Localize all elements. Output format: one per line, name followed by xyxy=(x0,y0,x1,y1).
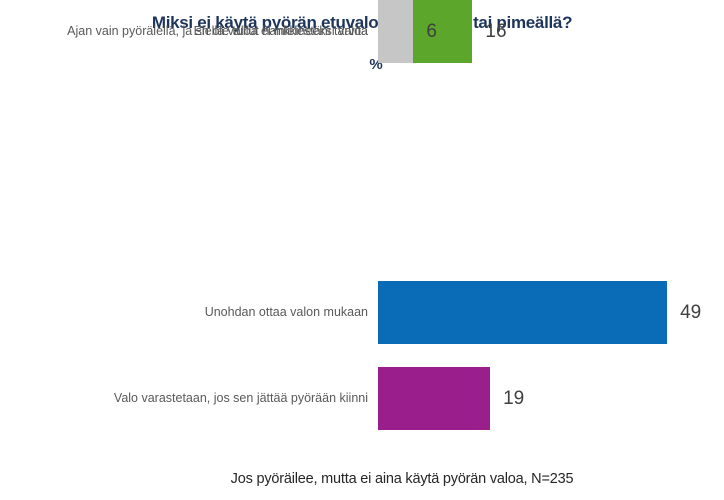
bar-value: 6 xyxy=(426,20,437,42)
bar-row: Unohdan ottaa valon mukaan 49 xyxy=(0,281,724,344)
bar-row: Valo varastetaan, jos sen jättää pyörään… xyxy=(0,367,724,430)
bar-value: 19 xyxy=(503,387,525,409)
bar-value: 49 xyxy=(680,301,702,323)
bar xyxy=(378,281,668,344)
bar-row: Ajan vain pyöräiellä, ja siellä valoa ei… xyxy=(0,0,724,63)
category-label: Ajan vain pyöräiellä, ja siellä valoa ei… xyxy=(67,24,368,38)
category-label: Unohdan ottaa valon mukaan xyxy=(204,305,368,319)
footnote: Jos pyöräilee, mutta ei aina käytä pyörä… xyxy=(230,471,574,487)
bar-value: 16 xyxy=(485,20,507,42)
category-label: Valo varastetaan, jos sen jättää pyörään… xyxy=(113,391,368,405)
bar xyxy=(378,367,491,430)
category-label: En ole tullut hankkineeksi valoa xyxy=(193,24,368,38)
bar xyxy=(378,0,414,63)
